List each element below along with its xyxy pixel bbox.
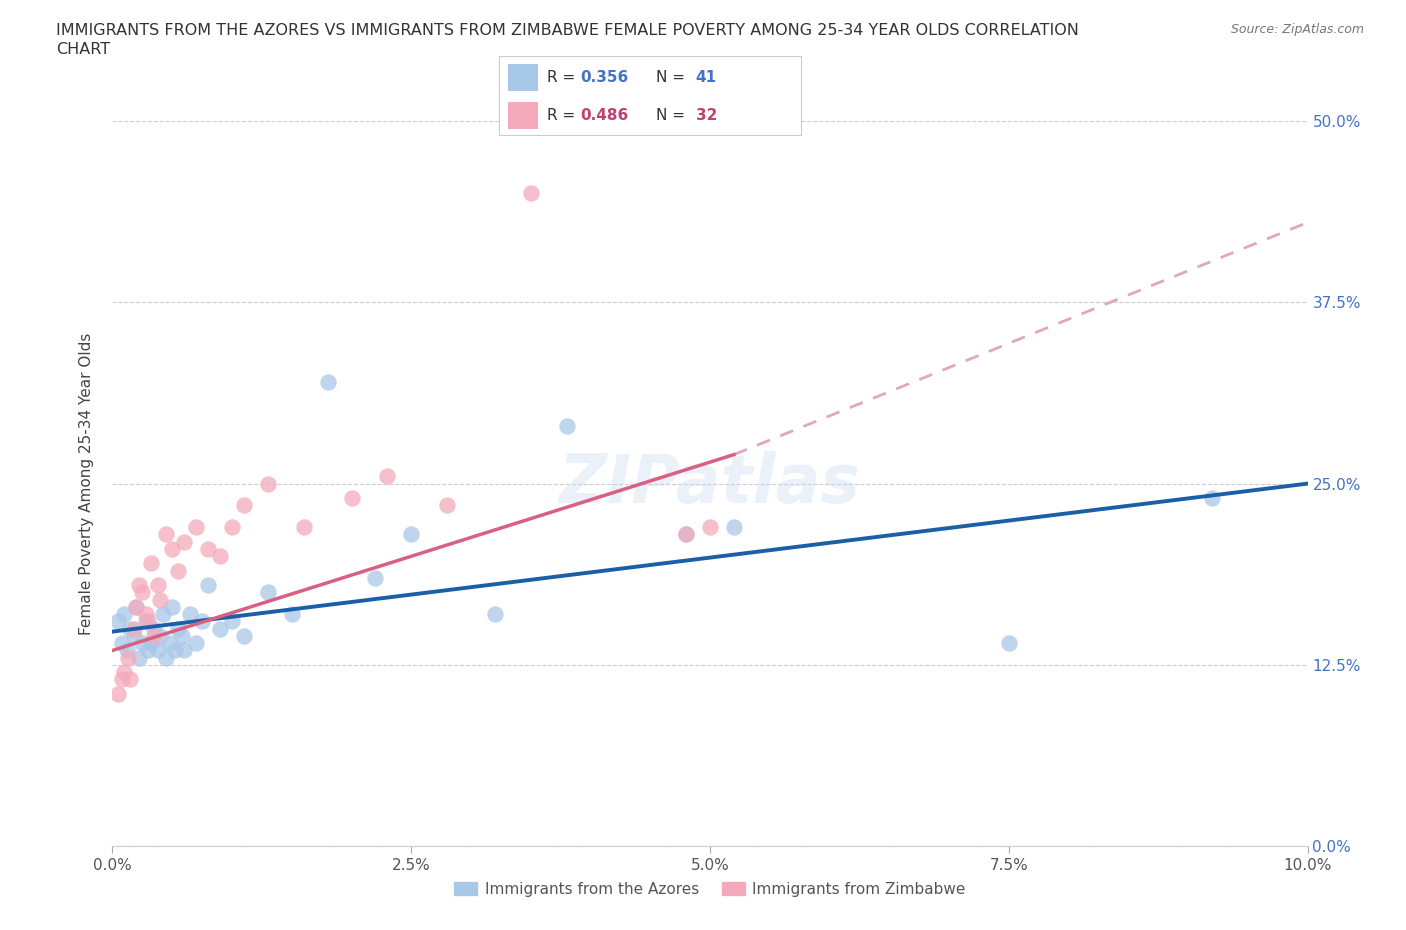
Point (131, 636, 153, 651)
Point (125, 600, 148, 615)
Point (117, 650, 139, 665)
Point (675, 527, 697, 542)
Point (209, 621, 232, 636)
Point (143, 621, 166, 636)
Point (115, 643, 138, 658)
Text: 32: 32 (696, 108, 717, 123)
Legend: Immigrants from the Azores, Immigrants from Zimbabwe: Immigrants from the Azores, Immigrants f… (454, 882, 966, 897)
Point (131, 585, 153, 600)
Point (281, 606, 304, 621)
Point (173, 534, 195, 549)
Point (114, 665, 135, 680)
Point (292, 520, 315, 535)
Point (138, 643, 160, 658)
Point (221, 520, 243, 535)
Point (257, 585, 280, 600)
Point (135, 614, 157, 629)
Point (111, 636, 134, 651)
Point (170, 629, 193, 644)
Text: R =: R = (547, 70, 581, 85)
Point (146, 578, 169, 592)
Point (179, 606, 201, 621)
FancyBboxPatch shape (508, 101, 538, 128)
Point (197, 541, 219, 556)
Point (135, 606, 157, 621)
Point (484, 606, 506, 621)
Point (221, 614, 243, 629)
Point (107, 686, 129, 701)
Text: N =: N = (657, 70, 690, 85)
Point (257, 476, 280, 491)
Text: CHART: CHART (56, 42, 110, 57)
Point (436, 498, 458, 512)
Point (162, 600, 183, 615)
Point (162, 541, 183, 556)
Point (197, 578, 219, 592)
Point (122, 629, 145, 644)
Text: 41: 41 (696, 70, 717, 85)
Point (233, 629, 256, 644)
Point (149, 592, 172, 607)
Point (167, 621, 190, 636)
Point (675, 527, 697, 542)
Point (186, 520, 208, 535)
Point (139, 556, 162, 571)
Text: 0.486: 0.486 (581, 108, 628, 123)
FancyBboxPatch shape (508, 64, 538, 90)
Point (723, 520, 745, 535)
Point (139, 636, 162, 651)
Point (699, 520, 721, 535)
Text: R =: R = (547, 108, 581, 123)
Point (316, 375, 339, 390)
Text: ZIPatlas: ZIPatlas (560, 451, 860, 516)
Point (159, 636, 181, 651)
Point (1201, 491, 1223, 506)
Text: IMMIGRANTS FROM THE AZORES VS IMMIGRANTS FROM ZIMBABWE FEMALE POVERTY AMONG 25-3: IMMIGRANTS FROM THE AZORES VS IMMIGRANTS… (56, 23, 1080, 38)
Point (111, 672, 134, 687)
Point (155, 527, 177, 542)
Point (138, 614, 160, 629)
Point (520, 186, 543, 201)
Point (152, 606, 174, 621)
Point (128, 650, 150, 665)
Point (107, 614, 129, 629)
Point (120, 672, 142, 687)
Point (143, 629, 166, 644)
Point (167, 564, 190, 578)
Point (209, 549, 232, 564)
Point (120, 621, 142, 636)
Point (191, 614, 214, 629)
Point (163, 643, 186, 658)
Point (114, 606, 135, 621)
Y-axis label: Female Poverty Among 25-34 Year Olds: Female Poverty Among 25-34 Year Olds (79, 332, 94, 635)
Point (401, 527, 423, 542)
Point (173, 643, 195, 658)
Text: N =: N = (657, 108, 690, 123)
Point (998, 636, 1021, 651)
Point (364, 570, 387, 585)
Point (186, 636, 208, 651)
Text: 0.356: 0.356 (581, 70, 628, 85)
Point (233, 498, 256, 512)
Point (146, 643, 169, 658)
Point (125, 600, 148, 615)
Point (377, 469, 399, 484)
Point (555, 418, 578, 433)
Point (340, 491, 363, 506)
Point (155, 650, 177, 665)
Text: Source: ZipAtlas.com: Source: ZipAtlas.com (1230, 23, 1364, 36)
Point (149, 629, 172, 644)
Point (122, 621, 145, 636)
Point (128, 578, 150, 592)
